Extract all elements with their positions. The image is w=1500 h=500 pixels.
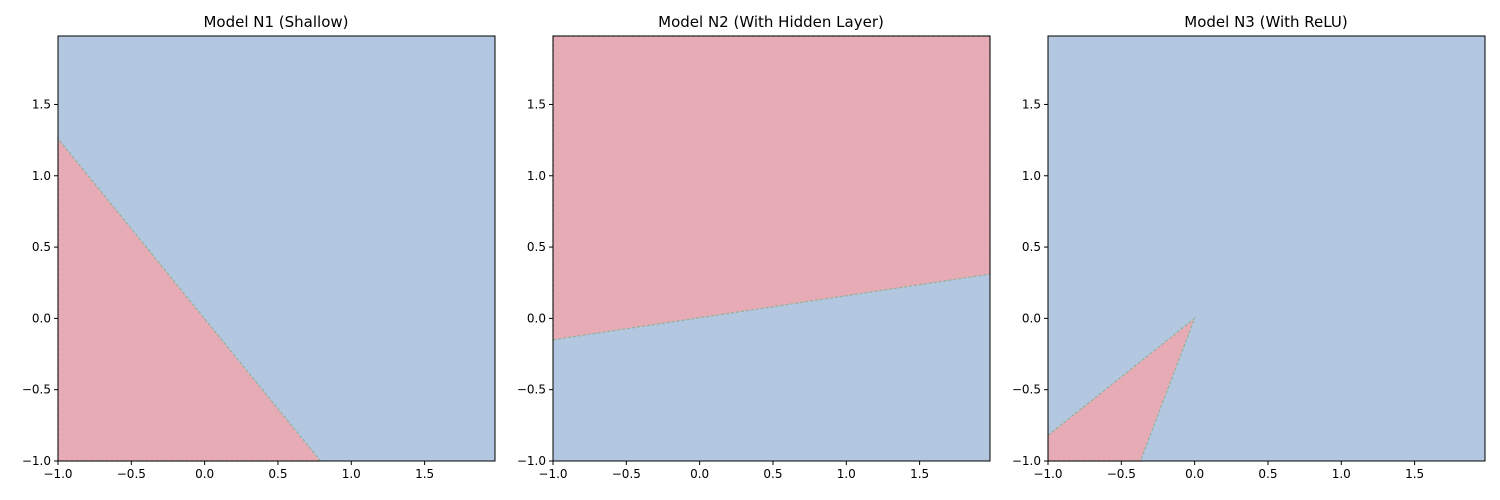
y-tick-label-3-3: 0.5 [1022,240,1041,254]
x-tick-label-1-4: 1.0 [342,467,361,481]
title-n2: Model N2 (With Hidden Layer) [658,13,884,31]
y-tick-label-1-0: −1.0 [22,454,51,468]
y-tick-label-1-1: −0.5 [22,383,51,397]
y-tick-label-3-5: 1.5 [1022,97,1041,111]
x-tick-label-2-1: −0.5 [612,467,641,481]
y-tick-label-3-0: −1.0 [1012,454,1041,468]
y-tick-label-1-2: 0.0 [32,311,51,325]
y-tick-label-3-4: 1.0 [1022,169,1041,183]
y-tick-label-2-1: −0.5 [517,383,546,397]
x-tick-label-3-3: 0.5 [1258,467,1277,481]
x-tick-label-3-5: 1.5 [1405,467,1424,481]
x-tick-label-2-2: 0.0 [690,467,709,481]
subplot-n2: Model N2 (With Hidden Layer) −1.0 −0.5 0.0… [517,13,991,481]
x-tick-label-2-5: 1.5 [910,467,929,481]
x-tick-label-2-3: 0.5 [763,467,782,481]
x-tick-label-2-4: 1.0 [837,467,856,481]
y-tick-label-3-1: −0.5 [1012,383,1041,397]
axes-frame-2 [552,35,991,462]
y-tick-label-1-5: 1.5 [32,97,51,111]
subplot-n3: Model N3 (With ReLU) −1.0 −0.5 0.0 0.5 1.0 1.… [1012,13,1486,481]
y-tick-label-2-5: 1.5 [527,97,546,111]
y-tick-label-3-2: 0.0 [1022,311,1041,325]
x-tick-label-1-0: −1.0 [43,467,72,481]
y-tick-label-2-3: 0.5 [527,240,546,254]
y-tick-label-1-3: 0.5 [32,240,51,254]
region-positive-3-1 [1048,318,1195,461]
x-tick-label-3-2: 0.0 [1185,467,1204,481]
title-n3: Model N3 (With ReLU) [1184,13,1347,31]
x-tick-label-1-5: 1.5 [415,467,434,481]
x-tick-label-1-3: 0.5 [268,467,287,481]
axes-frame-1 [57,35,496,462]
x-tick-label-1-1: −0.5 [117,467,146,481]
x-tick-label-3-4: 1.0 [1332,467,1351,481]
x-tick-label-2-0: −1.0 [538,467,567,481]
x-tick-label-3-0: −1.0 [1033,467,1062,481]
y-tick-label-2-2: 0.0 [527,311,546,325]
title-n1: Model N1 (Shallow) [203,13,348,31]
y-tick-label-1-4: 1.0 [32,169,51,183]
axes-frame-3 [1047,35,1486,462]
region-positive-2-1 [553,36,990,340]
y-tick-label-2-4: 1.0 [527,169,546,183]
x-tick-label-1-2: 0.0 [195,467,214,481]
subplot-n1: Model N1 (Shallow) −1.0 −0.5 0.0 0.5 1.0 1.5 −… [22,13,496,481]
y-tick-label-2-0: −1.0 [517,454,546,468]
x-tick-label-3-1: −0.5 [1107,467,1136,481]
